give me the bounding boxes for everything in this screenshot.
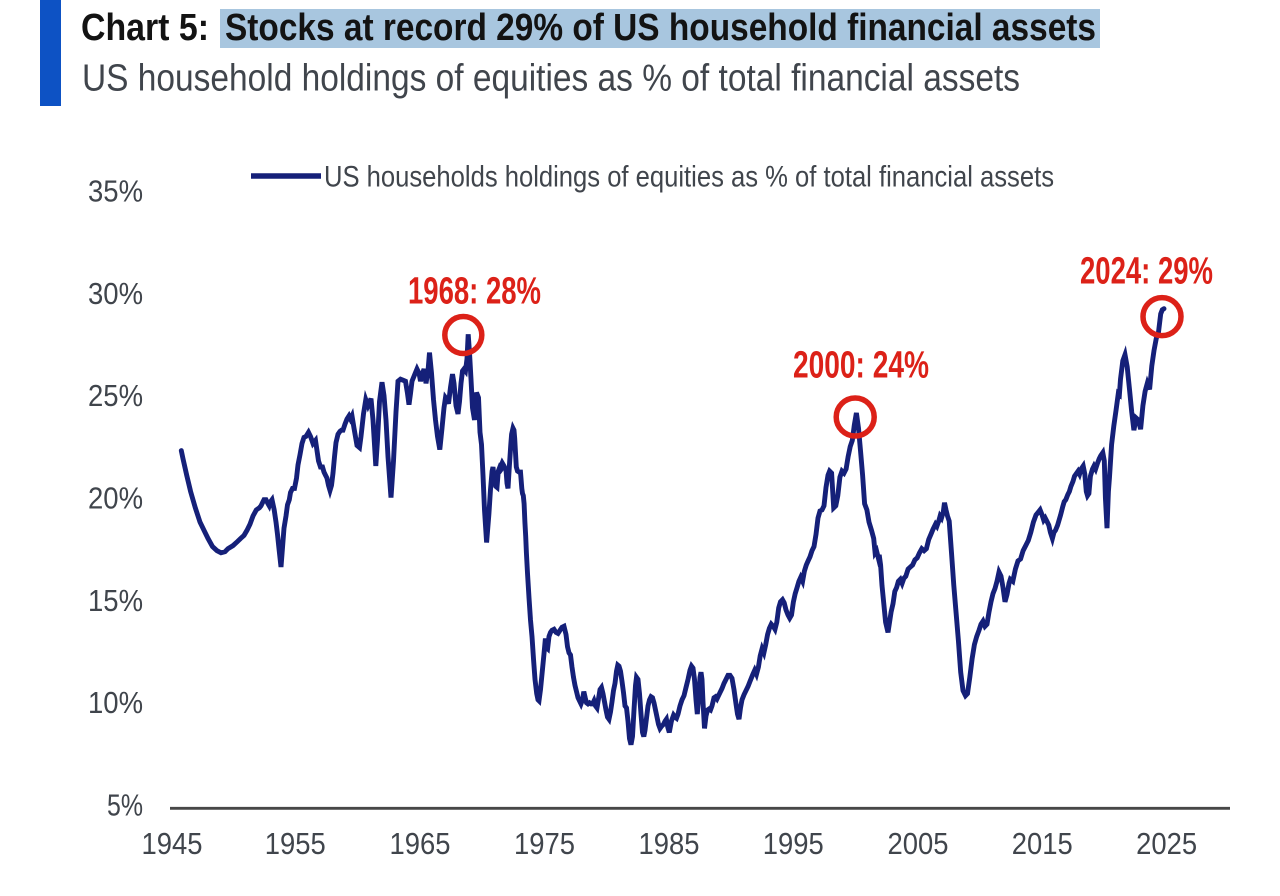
svg-text:10%: 10% [88, 685, 143, 720]
svg-text:Chart 5:: Chart 5: [81, 7, 209, 49]
svg-text:30%: 30% [88, 276, 143, 311]
svg-text:35%: 35% [88, 174, 143, 209]
svg-text:US households holdings of equi: US households holdings of equities as % … [324, 161, 1054, 194]
svg-text:1985: 1985 [639, 826, 700, 861]
svg-text:1975: 1975 [514, 826, 575, 861]
svg-text:2000: 24%: 2000: 24% [793, 345, 929, 387]
svg-text:1968: 28%: 1968: 28% [408, 271, 541, 313]
svg-text:1955: 1955 [265, 826, 326, 861]
svg-text:2015: 2015 [1012, 826, 1073, 861]
svg-text:2024: 29%: 2024: 29% [1080, 251, 1213, 293]
svg-text:5%: 5% [107, 787, 143, 822]
svg-text:20%: 20% [88, 481, 143, 516]
svg-text:US household holdings of equit: US household holdings of equities as % o… [82, 58, 1020, 100]
svg-text:25%: 25% [88, 378, 143, 413]
svg-text:1945: 1945 [142, 826, 203, 861]
svg-text:2005: 2005 [888, 826, 949, 861]
svg-text:15%: 15% [88, 583, 143, 618]
svg-text:1965: 1965 [390, 826, 451, 861]
svg-text:Stocks at record 29% of US hou: Stocks at record 29% of US household fin… [225, 7, 1096, 49]
svg-text:2025: 2025 [1136, 826, 1197, 861]
svg-text:1995: 1995 [763, 826, 824, 861]
